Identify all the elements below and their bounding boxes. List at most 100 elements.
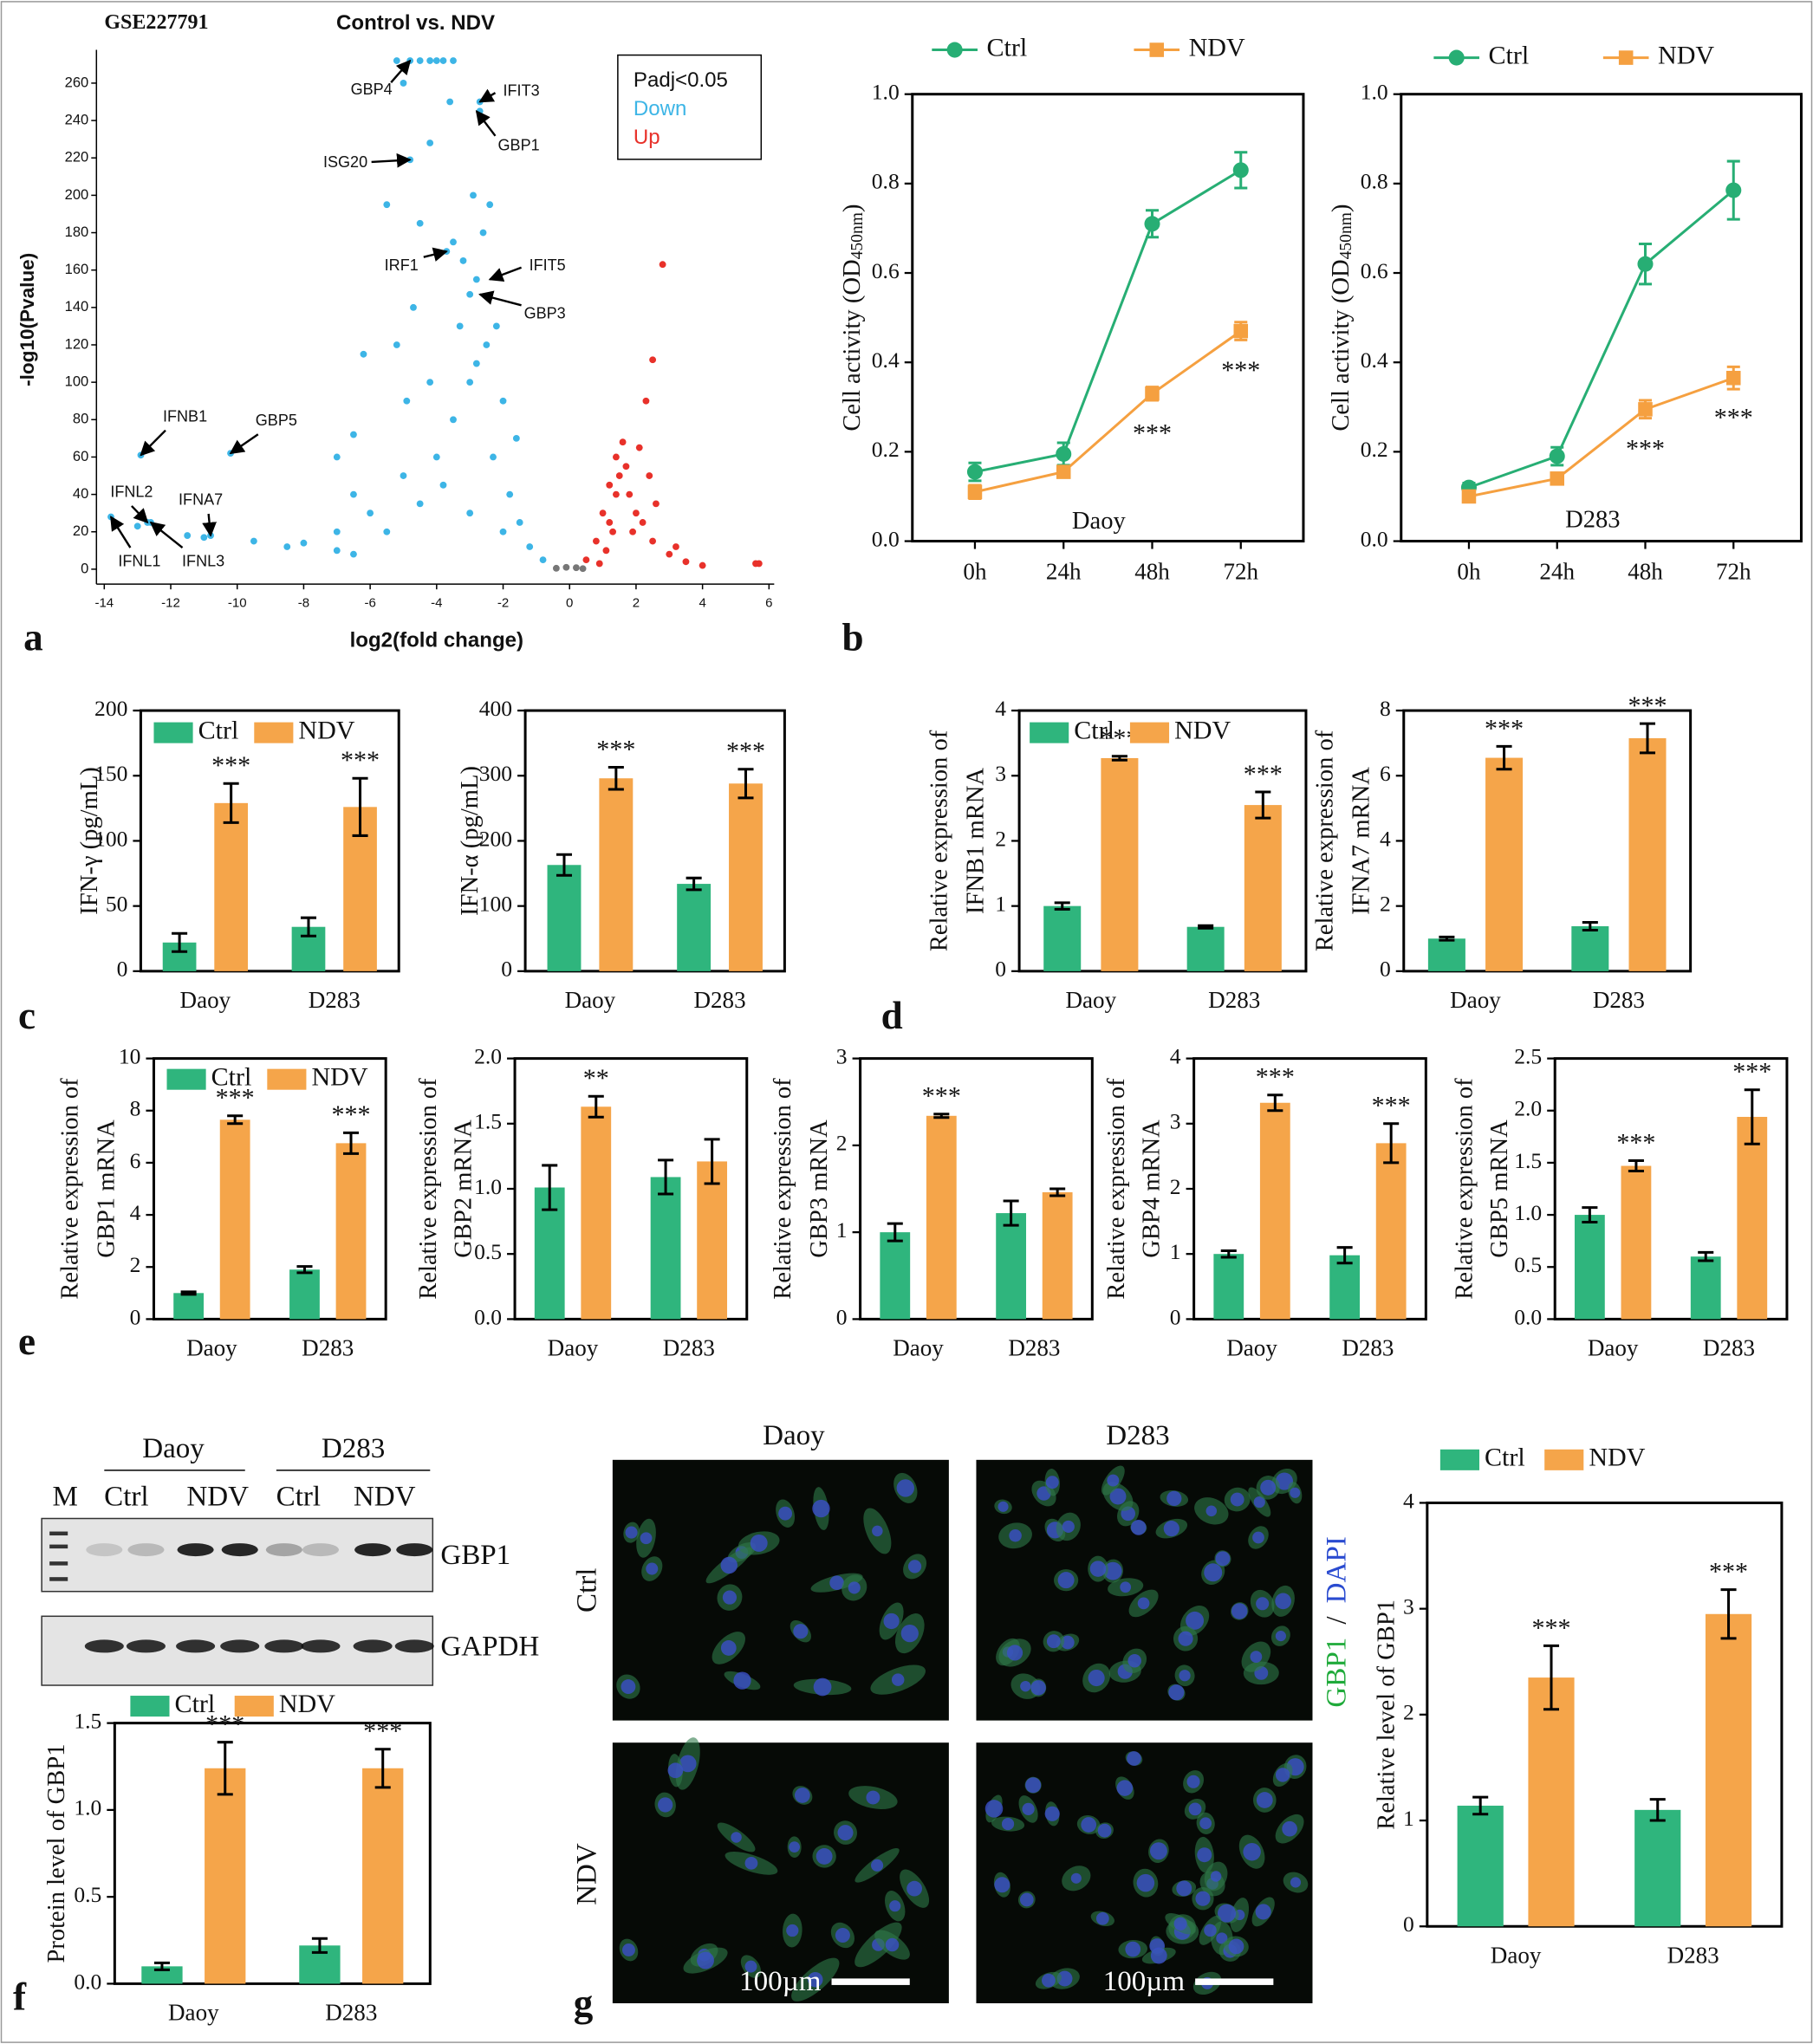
legend-entry: Ctrl [1485, 1443, 1525, 1472]
band [86, 1543, 123, 1557]
gene-arrow [229, 433, 259, 455]
legend-swatch [1129, 722, 1170, 743]
x-tick-label: 2 [633, 596, 640, 611]
y-tick-label: 6 [130, 1148, 141, 1173]
x-tick-label: -10 [228, 596, 247, 611]
x-tick-label: Daoy [893, 1335, 944, 1361]
nucleus [622, 1943, 635, 1956]
legend-entry: Ctrl [1489, 40, 1530, 69]
point [300, 539, 308, 547]
gene-label: IFIT5 [530, 256, 566, 274]
bar [1042, 1192, 1073, 1320]
nucleus [1057, 1572, 1075, 1589]
bar [1634, 1809, 1681, 1927]
y-tick-label: 0.2 [1361, 437, 1388, 462]
nucleus [1103, 1561, 1122, 1580]
scale-bar-label: 100µm [1103, 1966, 1186, 1997]
bar [362, 1768, 404, 1984]
nucleus [813, 1677, 832, 1697]
significance: *** [1626, 433, 1665, 463]
error-bar [374, 1748, 391, 1789]
y-tick-label: 4 [995, 696, 1006, 721]
point [450, 57, 457, 64]
error-bar [1336, 1246, 1353, 1265]
nucleus [646, 1562, 659, 1575]
gene-arrow [149, 521, 184, 549]
nucleus [1149, 1842, 1167, 1860]
gene-arrow [109, 516, 132, 548]
x-tick-label: Daoy [180, 987, 231, 1013]
nucleus [722, 1590, 738, 1605]
gene-arrow [423, 247, 448, 262]
scale-bar-label: 100µm [739, 1966, 822, 1997]
gene-arrow [478, 88, 497, 103]
nucleus [795, 1788, 810, 1803]
band [177, 1543, 214, 1557]
x-tick-label: Daoy [168, 2000, 219, 2026]
point [572, 564, 580, 572]
nucleus [1179, 1670, 1191, 1682]
nucleus [835, 1927, 850, 1943]
band [396, 1543, 433, 1557]
x-tick-label: 48h [1628, 558, 1663, 584]
legend-swatch [267, 1068, 307, 1090]
gene-arrow [475, 109, 497, 137]
nucleus [872, 1525, 883, 1537]
y-tick-label: 4 [1170, 1043, 1181, 1068]
scale-bar [831, 1978, 910, 1985]
error-bar [342, 1131, 360, 1155]
error-bar [933, 1113, 950, 1119]
nucleus [1275, 1631, 1286, 1642]
legend-entry: Ctrl [175, 1689, 216, 1718]
point [615, 472, 623, 479]
nucleus [1116, 1780, 1134, 1796]
point [459, 256, 467, 264]
y-tick-label: 2 [1170, 1174, 1181, 1199]
nucleus [789, 1841, 801, 1853]
y-label-part: Cell activity (OD [839, 259, 866, 431]
point [642, 397, 650, 405]
x-tick-label: -14 [94, 596, 114, 611]
bar [697, 1161, 728, 1320]
series-line [974, 329, 1242, 494]
y-tick-label: 180 [65, 224, 89, 240]
nucleus [1275, 1593, 1291, 1610]
y-tick-label: 60 [73, 448, 88, 464]
y-axis-label: GBP1 mRNA [93, 1119, 120, 1258]
gene-label: IRF1 [385, 256, 419, 274]
y-tick-label: 0 [117, 957, 128, 982]
x-tick-label: D283 [1208, 987, 1260, 1013]
nucleus [1218, 1904, 1237, 1923]
significance: *** [331, 1100, 370, 1129]
y-axis-label: GBP3 mRNA [806, 1119, 833, 1258]
y-axis-label: Relative level of GBP1 [1373, 1600, 1400, 1830]
nucleus [885, 1937, 900, 1952]
blot-group: Daoy [142, 1433, 205, 1464]
y-axis-label: Relative expression of [926, 730, 952, 951]
y-axis-label: IFN-γ (pg/mL) [76, 767, 103, 914]
nucleus [1006, 1645, 1023, 1661]
point [466, 290, 474, 298]
marker [1637, 256, 1654, 272]
x-tick-label: D283 [1703, 1335, 1755, 1361]
x-tick-label: -12 [161, 596, 180, 611]
error-bar [1543, 1644, 1560, 1711]
significance: *** [1372, 1091, 1411, 1120]
point [360, 350, 367, 358]
nucleus [1089, 1561, 1107, 1577]
nucleus [1282, 1820, 1297, 1837]
y-tick-label: 0.5 [74, 1882, 101, 1907]
marker [1144, 216, 1160, 232]
nucleus [889, 1900, 901, 1912]
point [613, 490, 620, 498]
nucleus [1215, 1551, 1231, 1567]
x-tick-label: Daoy [1065, 987, 1116, 1013]
point [499, 528, 507, 535]
y-tick-label: 400 [479, 696, 512, 721]
y-tick-label: 8 [130, 1096, 141, 1121]
lane-label: NDV [354, 1482, 416, 1513]
nucleus [1168, 1684, 1185, 1701]
y-tick-label: 3 [836, 1043, 848, 1068]
legend-entry: Down [634, 97, 686, 120]
